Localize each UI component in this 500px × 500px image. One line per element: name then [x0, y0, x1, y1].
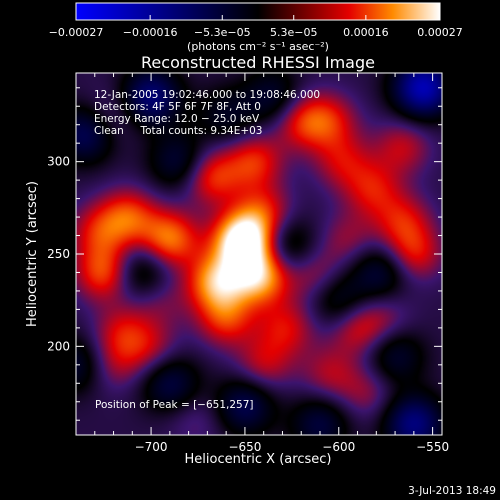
x-tick-label: −650	[228, 440, 261, 454]
annotation-time-range: 12-Jan-2005 19:02:46.000 to 19:08:46.000	[94, 89, 320, 101]
annotation-detectors: Detectors: 4F 5F 6F 7F 8F, Att 0	[94, 101, 261, 113]
x-tick-label: −550	[416, 440, 449, 454]
x-axis-ticks: −700 −650 −600 −550	[94, 73, 449, 454]
colorbar-tick-label: 0.00016	[343, 26, 389, 39]
heatmap-image	[76, 73, 442, 435]
annotation-energy-range: Energy Range: 12.0 − 25.0 keV	[94, 113, 260, 125]
x-tick-label: −600	[322, 440, 355, 454]
y-tick-label: 300	[47, 155, 70, 169]
y-tick-label: 250	[47, 247, 70, 261]
colorbar-ticks: −0.00027 −0.00016 −5.3e−05 5.3e−05 0.00016 0.…	[49, 15, 463, 39]
y-axis-label: Heliocentric Y (arcsec)	[25, 181, 40, 327]
colorbar-tick-label: 5.3e−05	[270, 26, 317, 39]
annotation-method-counts: Clean Total counts: 9.34E+03	[94, 125, 263, 137]
date-stamp: 3-Jul-2013 18:49	[408, 485, 496, 497]
colorbar-tick-label: −5.3e−05	[194, 26, 251, 39]
colorbar: −0.00027 −0.00016 −5.3e−05 5.3e−05 0.00016 0.…	[49, 2, 463, 53]
annotation-block: 12-Jan-2005 19:02:46.000 to 19:08:46.000…	[94, 89, 320, 137]
chart-title: Reconstructed RHESSI Image	[141, 53, 375, 72]
colorbar-tick-label: −0.00027	[49, 26, 104, 39]
x-axis-label: Heliocentric X (arcsec)	[185, 452, 332, 467]
colorbar-tick-label: −0.00016	[123, 26, 178, 39]
peak-position-label: Position of Peak = [−651,257]	[95, 399, 254, 411]
colorbar-gradient	[75, 2, 441, 21]
colorbar-units: (photons cm⁻² s⁻¹ asec⁻²)	[187, 40, 329, 53]
y-tick-label: 200	[47, 339, 70, 353]
colorbar-tick-label: 0.00027	[417, 26, 463, 39]
x-tick-label: −700	[135, 440, 168, 454]
y-axis-ticks: 200 250 300	[47, 87, 442, 421]
